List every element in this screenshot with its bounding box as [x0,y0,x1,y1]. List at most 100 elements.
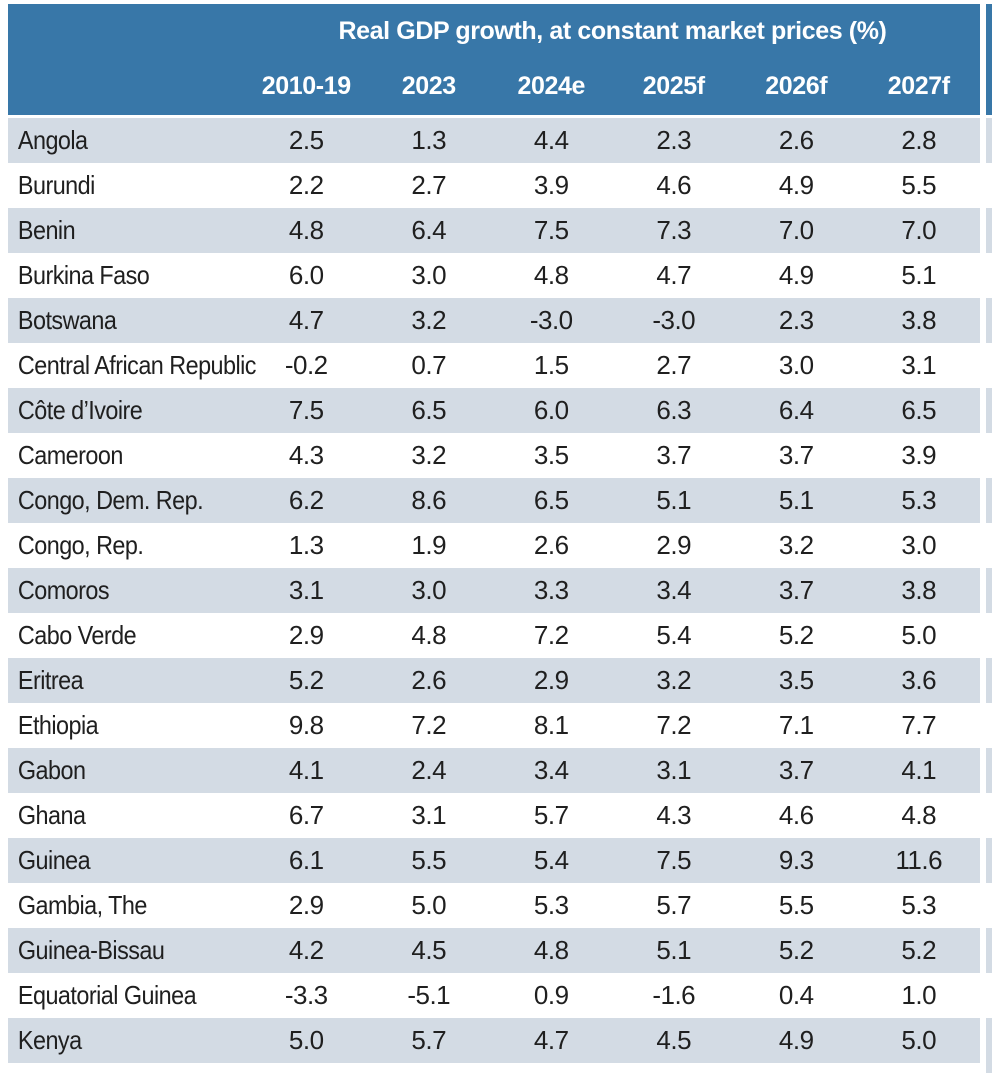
value-cell: 1.9 [411,530,447,560]
value-cell: 4.2 [288,935,324,965]
value-cell: 5.3 [901,890,937,920]
value-cell: 4.5 [656,1025,692,1055]
table-row: Botswana 4.7 3.2 -3.0 -3.0 2.3 3.8 [8,298,980,343]
value-cell: 3.2 [411,440,447,470]
value-cell: 7.0 [778,215,814,245]
value-cell: 4.7 [656,260,692,290]
value-cell: 4.8 [533,260,569,290]
value-cell: 5.3 [901,485,937,515]
value-cell: 3.2 [411,305,447,335]
sliver-stripe-block [986,118,992,163]
value-cell: 7.5 [533,215,569,245]
value-cell: 7.2 [533,620,569,650]
value-cell: 7.5 [656,845,692,875]
value-cell: 2.6 [533,530,569,560]
value-cell: 4.8 [901,800,937,830]
sliver-header-block [986,4,992,115]
sliver-stripe-block [986,748,992,793]
value-cell: 5.5 [411,845,447,875]
table-header: Real GDP growth, at constant market pric… [8,4,980,115]
value-cell: -1.6 [652,980,696,1010]
table-row: Ghana 6.7 3.1 5.7 4.3 4.6 4.8 [8,793,980,838]
value-cell: 3.0 [411,260,447,290]
value-cell: 5.3 [533,890,569,920]
value-cell: 3.1 [656,755,692,785]
table-row: Gambia, The 2.9 5.0 5.3 5.7 5.5 5.3 [8,883,980,928]
table-row: Cameroon 4.3 3.2 3.5 3.7 3.7 3.9 [8,433,980,478]
country-name: Guinea [17,845,91,875]
table-row: Guinea-Bissau 4.2 4.5 4.8 5.1 5.2 5.2 [8,928,980,973]
value-cell: 5.2 [778,935,814,965]
value-cell: 3.9 [901,440,937,470]
country-name: Ghana [17,800,86,830]
sliver-stripe-block [986,388,992,433]
table-row: Burundi 2.2 2.7 3.9 4.6 4.9 5.5 [8,163,980,208]
country-name: Benin [17,215,76,245]
value-cell: 6.1 [288,845,324,875]
value-cell: 3.4 [533,755,569,785]
country-name: Burundi [17,170,95,200]
value-cell: 2.3 [656,125,692,155]
value-cell: 5.5 [901,170,937,200]
table-row: Ethiopia 9.8 7.2 8.1 7.2 7.1 7.7 [8,703,980,748]
country-name: Gambia, The [17,890,147,920]
value-cell: 5.1 [656,935,692,965]
country-name: Guinea-Bissau [17,935,165,965]
value-cell: 3.7 [656,440,692,470]
sliver-stripe-block [986,208,992,253]
adjacent-table-sliver [986,0,992,1073]
value-cell: 7.0 [901,215,937,245]
sliver-stripe-block [986,1018,992,1073]
value-cell: 2.5 [288,125,324,155]
value-cell: 2.9 [288,620,324,650]
country-name: Cabo Verde [17,620,137,650]
value-cell: 6.0 [533,395,569,425]
value-cell: 2.8 [901,125,937,155]
value-cell: 5.7 [533,800,569,830]
table-row: Equatorial Guinea -3.3 -5.1 0.9 -1.6 0.4 1.0 [8,973,980,1018]
column-header-2025f: 2025f [642,71,705,100]
value-cell: 5.5 [778,890,814,920]
value-cell: 4.8 [288,215,324,245]
value-cell: 6.5 [901,395,937,425]
value-cell: 2.3 [778,305,814,335]
value-cell: 5.7 [411,1025,447,1055]
value-cell: 7.2 [411,710,447,740]
value-cell: 2.6 [411,665,447,695]
country-name: Kenya [17,1025,82,1055]
table-row: Eritrea 5.2 2.6 2.9 3.2 3.5 3.6 [8,658,980,703]
value-cell: 4.1 [288,755,324,785]
value-cell: -3.3 [284,980,328,1010]
value-cell: 0.9 [533,980,569,1010]
value-cell: 6.5 [533,485,569,515]
value-cell: 6.4 [411,215,447,245]
country-name: Botswana [17,305,117,335]
value-cell: 2.4 [411,755,447,785]
value-cell: 2.9 [656,530,692,560]
value-cell: 3.5 [533,440,569,470]
value-cell: 2.2 [288,170,324,200]
value-cell: 4.4 [533,125,569,155]
value-cell: 3.6 [901,665,937,695]
value-cell: 5.7 [656,890,692,920]
value-cell: 3.1 [411,800,447,830]
value-cell: 6.2 [288,485,324,515]
value-cell: 5.0 [901,1025,937,1055]
value-cell: 4.9 [778,260,814,290]
value-cell: 3.7 [778,755,814,785]
value-cell: 1.3 [411,125,447,155]
gdp-growth-table: Real GDP growth, at constant market pric… [8,4,980,1063]
value-cell: 4.7 [288,305,324,335]
value-cell: 7.7 [901,710,937,740]
value-cell: -3.0 [529,305,573,335]
value-cell: 5.1 [901,260,937,290]
value-cell: 2.6 [778,125,814,155]
value-cell: 3.1 [288,575,324,605]
column-header-row: 2010-19 2023 2024e 2025f 2026f 2027f [8,57,980,115]
value-cell: 4.8 [411,620,447,650]
value-cell: 2.7 [411,170,447,200]
sliver-stripe-block [986,568,992,613]
value-cell: 3.8 [901,305,937,335]
value-cell: 3.1 [901,350,937,380]
table-row: Burkina Faso 6.0 3.0 4.8 4.7 4.9 5.1 [8,253,980,298]
